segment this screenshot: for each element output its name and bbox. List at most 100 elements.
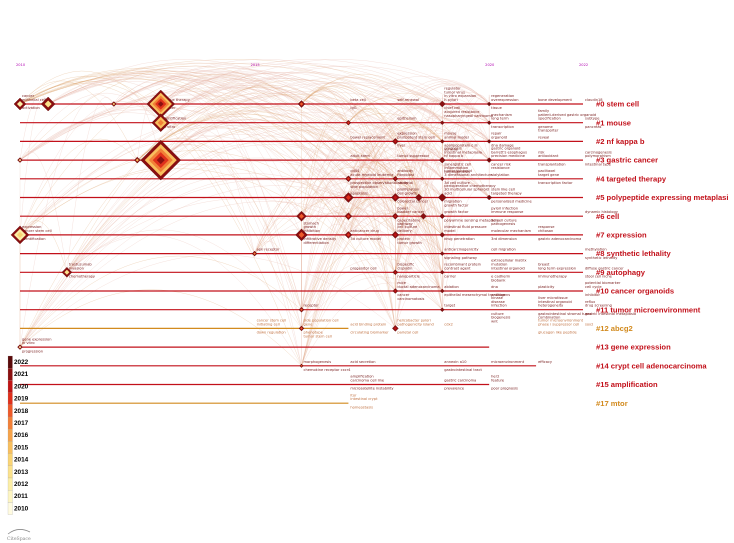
term-label: bone development [538, 98, 572, 102]
citation-link [160, 90, 302, 366]
citation-link [19, 72, 349, 217]
term-label: circulating biomarker [350, 331, 389, 335]
citation-node[interactable] [17, 344, 23, 350]
citation-node[interactable] [297, 100, 306, 108]
term-label: combination [538, 316, 560, 320]
citation-node[interactable] [486, 120, 492, 125]
citation-node[interactable] [415, 193, 423, 202]
term-label: chemotherapy [69, 275, 96, 279]
cluster-label[interactable]: #0 stem cell [596, 100, 639, 109]
citation-node[interactable] [439, 251, 445, 256]
citation-node[interactable] [295, 228, 308, 242]
term-label: 3d culture model [350, 237, 381, 241]
citation-link [137, 94, 490, 198]
citation-node[interactable] [439, 307, 445, 312]
cluster-label[interactable]: #15 amplification [596, 380, 658, 389]
cluster-label[interactable]: #2 nf kappa b [596, 137, 645, 146]
citation-link [301, 199, 349, 235]
cluster-label[interactable]: #8 synthetic lethality [596, 249, 671, 258]
cluster-label[interactable]: #12 abcg2 [596, 324, 633, 333]
citation-node[interactable] [134, 156, 141, 164]
citation-node[interactable] [391, 231, 400, 239]
year-label: 2015 [251, 63, 260, 67]
citation-node[interactable] [439, 139, 445, 144]
citation-node[interactable] [392, 176, 399, 182]
term-label: drug screening [585, 304, 612, 308]
term-label: chitosan [538, 229, 553, 233]
cluster-label[interactable]: #9 autophagy [596, 268, 646, 277]
cluster-label[interactable]: #4 targeted therapy [596, 174, 667, 183]
citation-link [348, 207, 396, 329]
cluster-label[interactable]: #13 gene expression [596, 343, 671, 352]
term-label: acid binding protein [350, 322, 386, 326]
citation-node[interactable] [439, 176, 445, 182]
cluster-label[interactable]: #6 cell [596, 212, 619, 221]
term-label: tumor stem cell [304, 334, 332, 338]
cluster-label[interactable]: #1 mouse [596, 118, 631, 127]
cluster-label[interactable]: #10 cancer organoids [596, 287, 674, 296]
citation-node[interactable] [151, 113, 171, 132]
term-label: cisplatin [397, 266, 412, 270]
citation-node[interactable] [344, 212, 353, 220]
citation-node[interactable] [486, 101, 492, 107]
citation-node[interactable] [17, 157, 23, 163]
citation-node[interactable] [345, 119, 352, 126]
citation-node[interactable] [61, 267, 73, 278]
citation-node[interactable] [299, 363, 304, 368]
cluster-label[interactable]: #14 crypt cell adenocarcinoma [596, 361, 707, 370]
term-label: regeneration [491, 94, 514, 98]
citation-link [160, 106, 302, 310]
term-label: gene [304, 322, 314, 326]
citation-link [160, 62, 490, 142]
citation-link [19, 163, 443, 310]
cluster-label[interactable]: #7 expression [596, 231, 647, 240]
citation-node[interactable] [438, 100, 446, 108]
citation-node[interactable] [439, 120, 445, 125]
term-label: expression [22, 225, 41, 229]
citation-link [160, 143, 255, 254]
citation-node[interactable] [10, 225, 30, 245]
citation-node[interactable] [486, 157, 492, 163]
citation-node[interactable] [140, 139, 182, 181]
citation-node[interactable] [437, 193, 447, 202]
citation-node[interactable] [486, 139, 492, 144]
citation-node[interactable] [298, 325, 305, 332]
cluster-label[interactable]: #5 polypeptide expressing metaplasi [596, 193, 729, 202]
citation-node[interactable] [439, 213, 446, 219]
term-label: antibody [397, 169, 414, 173]
cluster-label[interactable]: #3 gastric cancer [596, 156, 658, 165]
citation-node[interactable] [40, 96, 56, 112]
cluster-label[interactable]: #17 mtor [596, 399, 628, 408]
citation-node[interactable] [439, 232, 446, 238]
citation-node[interactable] [146, 89, 176, 119]
citation-node[interactable] [438, 156, 446, 164]
cluster-label[interactable]: #11 tumor microenvironment [596, 305, 701, 314]
citation-node[interactable] [298, 306, 305, 313]
term-label: specification [538, 117, 561, 121]
citation-node[interactable] [439, 270, 445, 275]
citation-node[interactable] [439, 288, 445, 294]
citation-node[interactable] [391, 193, 400, 202]
term-label: down regulation [257, 331, 286, 335]
citation-node[interactable] [392, 325, 399, 332]
node-ring [393, 326, 397, 330]
citation-node[interactable] [13, 97, 27, 111]
citation-node[interactable] [343, 192, 354, 203]
term-label: epithelial cell [22, 98, 46, 102]
citation-node[interactable] [111, 101, 117, 107]
term-label: growth [304, 225, 317, 229]
citation-node[interactable] [251, 250, 258, 257]
citation-node[interactable] [392, 138, 399, 145]
citation-node[interactable] [345, 175, 352, 183]
term-label: synergistic cell [444, 162, 471, 166]
citation-node[interactable] [392, 269, 399, 276]
legend-swatch [7, 368, 13, 381]
citation-node[interactable] [392, 288, 399, 294]
term-label: beta cell [350, 98, 365, 102]
citation-node[interactable] [486, 194, 492, 201]
citation-node[interactable] [344, 231, 353, 239]
citation-node[interactable] [420, 212, 427, 220]
citation-node[interactable] [296, 210, 307, 222]
node-ring [393, 214, 397, 218]
citation-node[interactable] [392, 212, 399, 220]
